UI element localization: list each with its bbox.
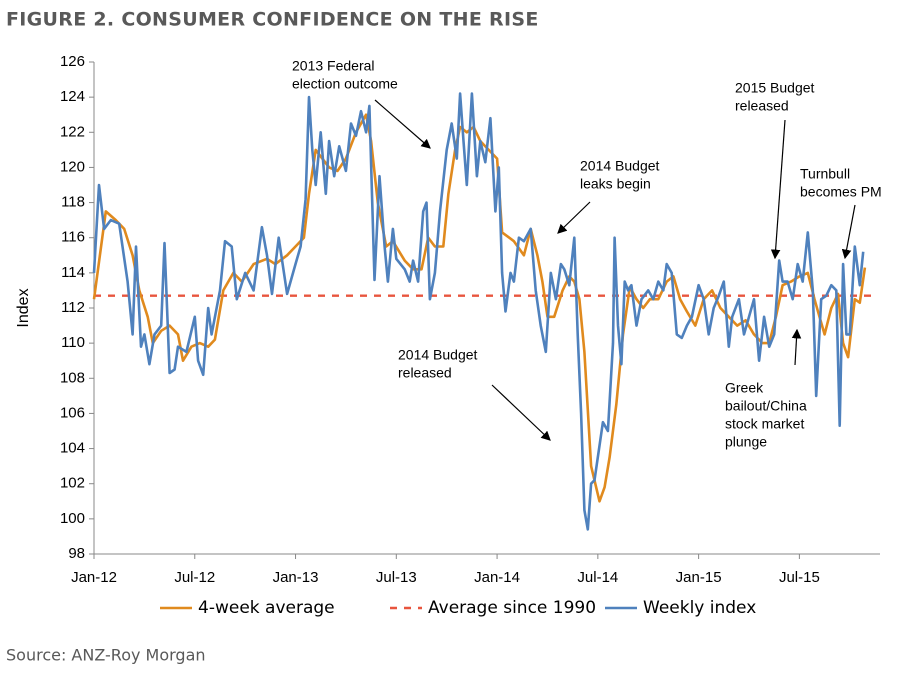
y-tick-label: 122: [60, 123, 85, 140]
x-tick-label: Jan-14: [474, 569, 520, 586]
y-tick-label: 104: [60, 440, 85, 457]
y-tick-label: 126: [60, 53, 85, 70]
annotation: Greek: [725, 380, 764, 396]
y-tick-label: 114: [61, 264, 85, 281]
y-tick-label: 116: [61, 229, 85, 246]
y-tick-label: 110: [61, 334, 85, 351]
y-tick-label: 102: [60, 475, 85, 492]
x-tick-label: Jan-15: [676, 569, 722, 586]
annotation: Turnbull: [800, 166, 850, 182]
annotation-arrow: [770, 119, 786, 260]
y-tick-label: 98: [68, 545, 85, 562]
y-axis-label: Index: [15, 288, 32, 327]
legend-label: Weekly index: [643, 598, 756, 618]
annotation-arrow: [374, 99, 431, 149]
annotation-arrow: [791, 328, 802, 366]
annotation: becomes PM: [800, 184, 882, 200]
x-tick-label: Jan-12: [71, 569, 117, 586]
y-tick-label: 100: [60, 510, 85, 527]
annotation-arrow: [491, 384, 551, 441]
annotation: bailout/China: [725, 398, 807, 414]
annotation-arrow: [557, 201, 591, 234]
x-tick-label: Jul-14: [577, 569, 618, 586]
y-tick-label: 118: [61, 194, 85, 211]
legend-label: Average since 1990: [428, 598, 596, 618]
y-tick-label: 112: [61, 299, 85, 316]
y-tick-label: 106: [60, 404, 85, 421]
legend-label: 4-week average: [198, 598, 335, 618]
annotation: stock market: [725, 416, 804, 432]
annotation: 2013 Federal: [292, 58, 375, 74]
x-tick-label: Jul-15: [779, 569, 820, 586]
chart-title: FIGURE 2. CONSUMER CONFIDENCE ON THE RIS…: [6, 9, 539, 31]
x-tick-label: Jul-13: [376, 569, 417, 586]
annotation: released: [735, 98, 789, 114]
annotation: plunge: [725, 434, 767, 450]
annotation: 2014 Budget: [580, 158, 660, 174]
annotation: released: [398, 365, 452, 381]
source: Source: ANZ-Roy Morgan: [6, 646, 206, 665]
y-tick-label: 124: [60, 88, 85, 105]
x-tick-label: Jul-12: [174, 569, 215, 586]
annotation-arrow: [841, 204, 856, 260]
line-series: [92, 92, 865, 531]
annotation: leaks begin: [580, 176, 651, 192]
annotation: 2015 Budget: [735, 80, 815, 96]
annotation: election outcome: [292, 76, 398, 92]
x-tick-label: Jan-13: [273, 569, 319, 586]
y-tick-label: 108: [60, 369, 85, 386]
y-tick-label: 120: [60, 158, 85, 175]
annotation: 2014 Budget: [398, 347, 478, 363]
